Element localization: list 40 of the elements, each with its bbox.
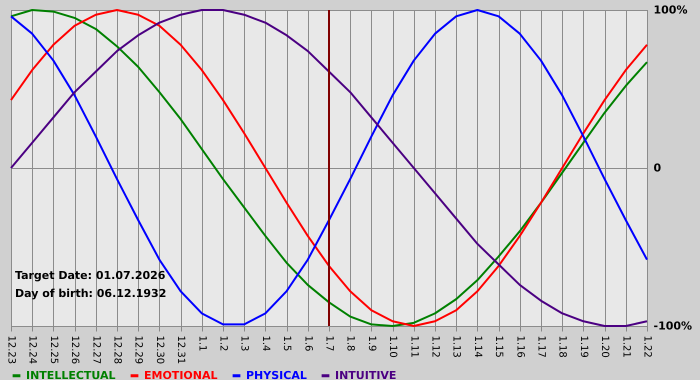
x-tick-label: 1.12 [430,336,440,358]
x-tick-label: 1.16 [514,336,526,358]
x-tick-label: 1.4 [260,336,271,352]
x-tick-label: 1.15 [493,336,504,358]
x-tick-label: 1.1 [196,336,208,352]
legend-label: EMOTIONAL [144,368,218,380]
legend-label: INTUITIVE [335,368,396,380]
x-tick-label: 12.27 [90,336,102,364]
x-tick-label: 1.19 [578,336,589,358]
annotation: Target Date: 01.07.2026 [15,269,166,282]
x-tick-label: 1.13 [450,336,462,358]
legend-label: INTELLECTUAL [26,368,116,380]
x-tick-label: 1.18 [556,336,568,358]
x-tick-label: 1.21 [620,336,632,358]
x-tick-label: 1.14 [472,336,483,358]
x-tick-label: 12.23 [6,336,16,364]
x-tick-label: 12.29 [132,336,144,364]
x-tick-label: 12.24 [26,336,38,364]
x-tick-label: 1.6 [302,336,314,352]
x-tick-label: 12.30 [154,336,165,364]
x-tick-label: 1.3 [238,336,250,352]
x-tick-label: 1.10 [387,336,398,358]
x-tick-label: 12.25 [48,336,59,364]
x-tick-label: 12.31 [175,336,186,364]
x-tick-label: 1.5 [281,336,292,352]
x-tick-label: 1.17 [536,336,546,358]
x-tick-label: 12.28 [112,336,122,364]
y-tick-label: 0 [654,162,662,174]
x-tick-label: 1.9 [366,336,377,352]
annotation: Day of birth: 06.12.1932 [15,287,166,300]
x-tick-label: 1.22 [642,336,652,358]
y-tick-label: 100% [654,4,688,16]
x-tick-label: 1.7 [324,336,334,352]
x-tick-label: 1.20 [599,336,610,358]
legend-label: PHYSICAL [246,368,307,380]
x-tick-label: 1.8 [344,336,356,352]
y-tick-label: -100% [654,320,692,332]
x-tick-label: 1.11 [408,336,420,358]
x-tick-label: 1.2 [218,336,228,352]
x-tick-label: 12.26 [69,336,80,364]
